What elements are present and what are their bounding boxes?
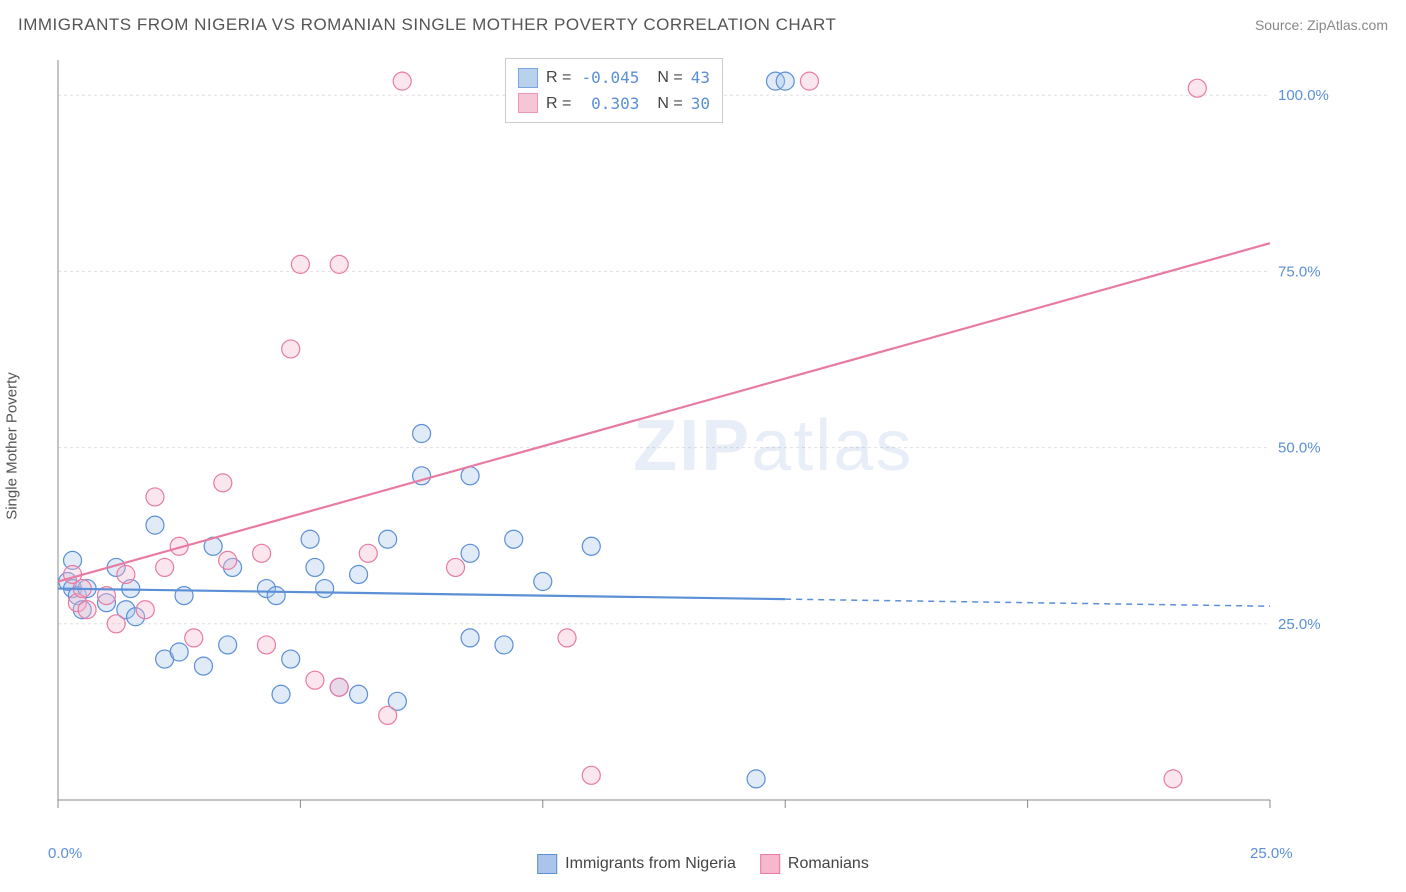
x-axis-first-label: 0.0% (48, 845, 82, 862)
svg-text:50.0%: 50.0% (1278, 440, 1321, 457)
stat-r-label: R = (546, 91, 571, 117)
stat-n-label: N = (657, 65, 682, 91)
correlation-stats-box: R = -0.045 N = 43 R = 0.303 N = 30 (505, 58, 723, 123)
legend-swatch (518, 68, 538, 88)
stat-n-value: 30 (691, 91, 710, 117)
legend-item: Romanians (760, 854, 869, 874)
stat-n-value: 43 (691, 65, 710, 91)
chart-title: IMMIGRANTS FROM NIGERIA VS ROMANIAN SING… (18, 15, 836, 35)
bottom-legend: Immigrants from Nigeria Romanians (537, 854, 869, 874)
legend-swatch (760, 854, 780, 874)
stat-r-label: R = (546, 65, 571, 91)
x-axis-last-label: 25.0% (1250, 845, 1293, 862)
legend-swatch (537, 854, 557, 874)
chart-plot-area: 25.0% 50.0% 75.0% 100.0% (50, 50, 1388, 837)
stat-r-value: -0.045 (579, 65, 639, 91)
stats-row: R = -0.045 N = 43 (518, 65, 710, 91)
source-credit: Source: ZipAtlas.com (1255, 17, 1388, 33)
svg-text:100.0%: 100.0% (1278, 87, 1329, 104)
legend-swatch (518, 93, 538, 113)
y-axis-label: Single Mother Poverty (4, 372, 21, 520)
legend-label: Immigrants from Nigeria (565, 855, 736, 873)
scatter-svg: 25.0% 50.0% 75.0% 100.0% (50, 50, 1330, 820)
svg-text:75.0%: 75.0% (1278, 263, 1321, 280)
legend-item: Immigrants from Nigeria (537, 854, 736, 874)
legend-label: Romanians (788, 855, 869, 873)
stat-n-label: N = (657, 91, 682, 117)
stats-row: R = 0.303 N = 30 (518, 91, 710, 117)
svg-text:25.0%: 25.0% (1278, 616, 1321, 633)
stat-r-value: 0.303 (579, 91, 639, 117)
chart-header: IMMIGRANTS FROM NIGERIA VS ROMANIAN SING… (18, 15, 1388, 35)
